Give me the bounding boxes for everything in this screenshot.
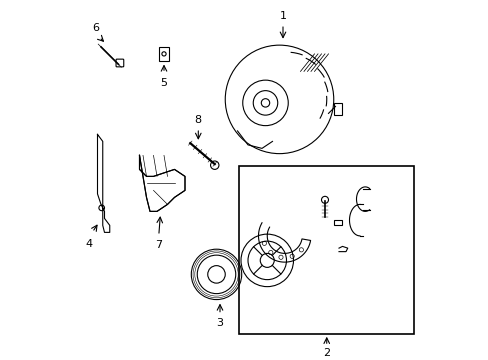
Bar xyxy=(239,166,413,334)
Bar xyxy=(159,47,169,61)
Text: 7: 7 xyxy=(155,240,162,250)
Text: 6: 6 xyxy=(92,23,99,33)
Polygon shape xyxy=(139,156,184,211)
Text: 5: 5 xyxy=(160,78,167,88)
Circle shape xyxy=(321,196,328,203)
Text: 3: 3 xyxy=(216,318,223,328)
Bar xyxy=(333,220,342,225)
Bar xyxy=(333,103,342,115)
Text: 8: 8 xyxy=(194,114,202,125)
Text: 2: 2 xyxy=(323,348,329,358)
Text: 1: 1 xyxy=(279,11,286,21)
Text: 4: 4 xyxy=(85,239,92,249)
